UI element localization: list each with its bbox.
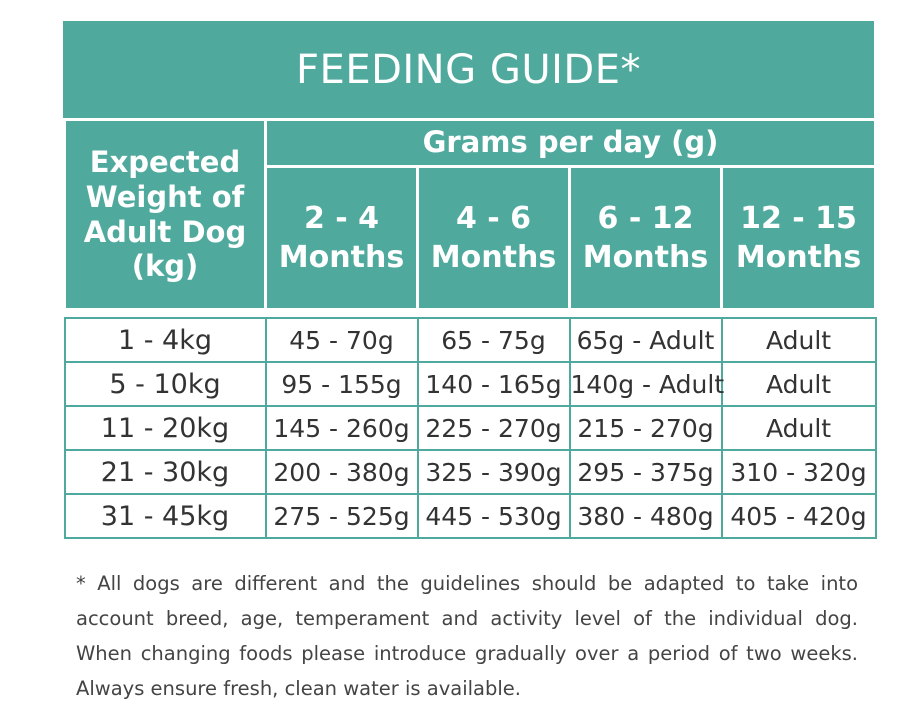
grams-cell: 325 - 390g bbox=[416, 449, 571, 495]
grams-cell: Adult bbox=[720, 317, 877, 363]
grams-cell: 380 - 480g bbox=[568, 493, 723, 539]
grams-cell: 445 - 530g bbox=[416, 493, 571, 539]
weight-column-header: Expected Weight of Adult Dog (kg) bbox=[63, 118, 267, 311]
table-row: 1 - 4kg 45 - 70g 65 - 75g 65g - Adult Ad… bbox=[63, 317, 877, 363]
weight-cell: 31 - 45kg bbox=[63, 493, 267, 539]
table-row: 21 - 30kg 200 - 380g 325 - 390g 295 - 37… bbox=[63, 449, 877, 495]
grams-cell: 145 - 260g bbox=[264, 405, 419, 451]
page-title: FEEDING GUIDE* bbox=[63, 21, 874, 118]
month-column-header: 6 - 12 Months bbox=[568, 164, 723, 312]
month-range: 12 - 15 bbox=[740, 200, 857, 236]
grams-cell: Adult bbox=[720, 405, 877, 451]
weight-header-line: Expected bbox=[89, 144, 241, 179]
table-row: 11 - 20kg 145 - 260g 225 - 270g 215 - 27… bbox=[63, 405, 877, 451]
grams-cell: 215 - 270g bbox=[568, 405, 723, 451]
weight-header-line: (kg) bbox=[131, 249, 199, 284]
weight-cell: 21 - 30kg bbox=[63, 449, 267, 495]
grams-cell: 225 - 270g bbox=[416, 405, 571, 451]
feeding-guide: FEEDING GUIDE* Expected Weight of Adult … bbox=[63, 21, 878, 539]
month-column-header: 4 - 6 Months bbox=[416, 164, 571, 312]
grams-cell: 45 - 70g bbox=[264, 317, 419, 363]
feeding-table: Expected Weight of Adult Dog (kg) Grams … bbox=[63, 118, 878, 539]
grams-cell: 65g - Adult bbox=[568, 317, 723, 363]
month-range: 4 - 6 bbox=[455, 200, 532, 236]
grams-cell: Adult bbox=[720, 361, 877, 407]
month-unit: Months bbox=[735, 239, 862, 275]
weight-header-line: Weight of bbox=[85, 179, 245, 214]
grams-cell: 310 - 320g bbox=[720, 449, 877, 495]
footnote-line: * All dogs are different and the guideli… bbox=[76, 572, 858, 595]
grams-cell: 65 - 75g bbox=[416, 317, 571, 363]
table-row: 5 - 10kg 95 - 155g 140 - 165g 140g - Adu… bbox=[63, 361, 877, 407]
month-range: 6 - 12 bbox=[597, 200, 694, 236]
month-unit: Months bbox=[278, 239, 405, 275]
grams-cell: 95 - 155g bbox=[264, 361, 419, 407]
month-unit: Months bbox=[582, 239, 709, 275]
grams-cell: 405 - 420g bbox=[720, 493, 877, 539]
grams-cell: 200 - 380g bbox=[264, 449, 419, 495]
footnote: * All dogs are different and the guideli… bbox=[76, 566, 858, 706]
weight-cell: 1 - 4kg bbox=[63, 317, 267, 363]
weight-cell: 11 - 20kg bbox=[63, 405, 267, 451]
grams-cell: 140 - 165g bbox=[416, 361, 571, 407]
footnote-line: Always ensure fresh, clean water is avai… bbox=[76, 677, 521, 700]
month-range: 2 - 4 bbox=[303, 200, 380, 236]
table-row: 31 - 45kg 275 - 525g 445 - 530g 380 - 48… bbox=[63, 493, 877, 539]
month-unit: Months bbox=[430, 239, 557, 275]
grams-per-day-header: Grams per day (g) bbox=[263, 118, 878, 168]
month-column-header: 12 - 15 Months bbox=[719, 164, 878, 312]
grams-cell: 295 - 375g bbox=[568, 449, 723, 495]
footnote-line: account breed, age, temperament and acti… bbox=[76, 607, 858, 630]
grams-cell: 140g - Adult bbox=[568, 361, 724, 407]
footnote-line: When changing foods please introduce gra… bbox=[76, 642, 858, 665]
weight-header-line: Adult Dog bbox=[83, 214, 247, 249]
grams-cell: 275 - 525g bbox=[264, 493, 419, 539]
month-column-header: 2 - 4 Months bbox=[264, 164, 419, 312]
weight-cell: 5 - 10kg bbox=[63, 361, 267, 407]
